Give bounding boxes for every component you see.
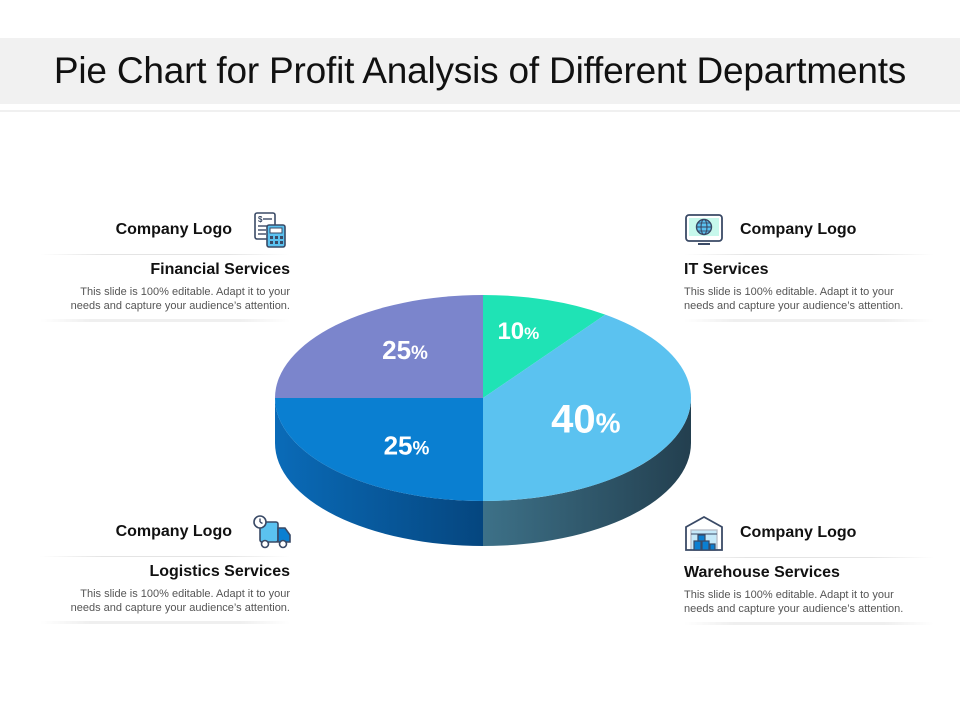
it-desc-line-2: needs and capture your audience’s attent…: [684, 300, 904, 312]
callout-it: Company Logo IT Services This slide is 1…: [684, 212, 934, 322]
it-logo-text: Company Logo: [740, 221, 857, 238]
financial-logo-text: Company Logo: [115, 221, 232, 238]
warehouse-desc-line-2: needs and capture your audience’s attent…: [684, 603, 904, 615]
pie-label-it-services: 10%: [497, 318, 539, 345]
callout-warehouse: Company Logo Warehouse Services This sli…: [684, 515, 934, 625]
pie-label-financial-services: 25%: [382, 335, 428, 365]
financial-footer-line: [40, 319, 290, 322]
it-logo-row: Company Logo: [684, 212, 934, 248]
warehouse-icon: [684, 514, 723, 552]
delivery-truck-icon: [252, 513, 291, 551]
logistics-logo-text: Company Logo: [115, 523, 232, 540]
pie-side-walls: [275, 398, 691, 546]
calculator-document-icon: $: [252, 211, 290, 249]
financial-separator: [40, 254, 290, 255]
it-desc-line-1: This slide is 100% editable. Adapt it to…: [684, 286, 894, 298]
pie-label-warehouse-services: 40%: [551, 398, 621, 442]
pie-side-logistics-services: [275, 398, 483, 546]
financial-desc-line-2: needs and capture your audience’s attent…: [70, 300, 290, 312]
pie-slice-it-services: [483, 295, 606, 398]
callout-logistics: Company Logo Logistics Services This sli…: [40, 513, 291, 624]
warehouse-logo-text: Company Logo: [740, 524, 857, 541]
pie-slice-warehouse-services: [483, 314, 691, 501]
logistics-desc-line-1: This slide is 100% editable. Adapt it to…: [80, 588, 290, 600]
title-divider: [0, 110, 960, 112]
it-heading: IT Services: [684, 261, 769, 278]
title-band: Pie Chart for Profit Analysis of Differe…: [0, 38, 960, 104]
it-footer-line: [684, 319, 934, 322]
callout-financial: Company Logo $ Financial Services Th: [40, 212, 290, 322]
logistics-separator: [40, 556, 290, 557]
logistics-heading: Logistics Services: [149, 563, 290, 580]
globe-laptop-icon: [684, 211, 723, 249]
pie-label-logistics-services: 25%: [384, 430, 430, 460]
logistics-desc-line-2: needs and capture your audience’s attent…: [70, 602, 290, 614]
warehouse-separator: [684, 557, 934, 558]
svg-text:$: $: [258, 215, 263, 224]
logistics-footer-line: [40, 621, 290, 624]
warehouse-description: This slide is 100% editable. Adapt it to…: [684, 588, 934, 616]
financial-logo-row: Company Logo $: [40, 212, 290, 248]
warehouse-heading: Warehouse Services: [684, 564, 840, 581]
warehouse-logo-row: Company Logo: [684, 515, 934, 551]
financial-desc-line-1: This slide is 100% editable. Adapt it to…: [80, 286, 290, 298]
pie-slice-logistics-services: [275, 398, 483, 501]
logistics-logo-row: Company Logo: [40, 513, 291, 551]
financial-description: This slide is 100% editable. Adapt it to…: [40, 285, 290, 313]
page-title: Pie Chart for Profit Analysis of Differe…: [53, 50, 907, 91]
financial-heading: Financial Services: [150, 261, 290, 278]
warehouse-desc-line-1: This slide is 100% editable. Adapt it to…: [684, 589, 894, 601]
it-description: This slide is 100% editable. Adapt it to…: [684, 285, 934, 313]
pie-side-warehouse-services: [483, 398, 691, 546]
warehouse-footer-line: [684, 622, 934, 625]
logistics-description: This slide is 100% editable. Adapt it to…: [40, 587, 290, 615]
it-separator: [684, 254, 934, 255]
pie-slice-financial-services: [275, 295, 483, 398]
pie-top-slices: [275, 295, 691, 501]
pie-labels: 10% 40% 25% 25%: [382, 318, 621, 460]
